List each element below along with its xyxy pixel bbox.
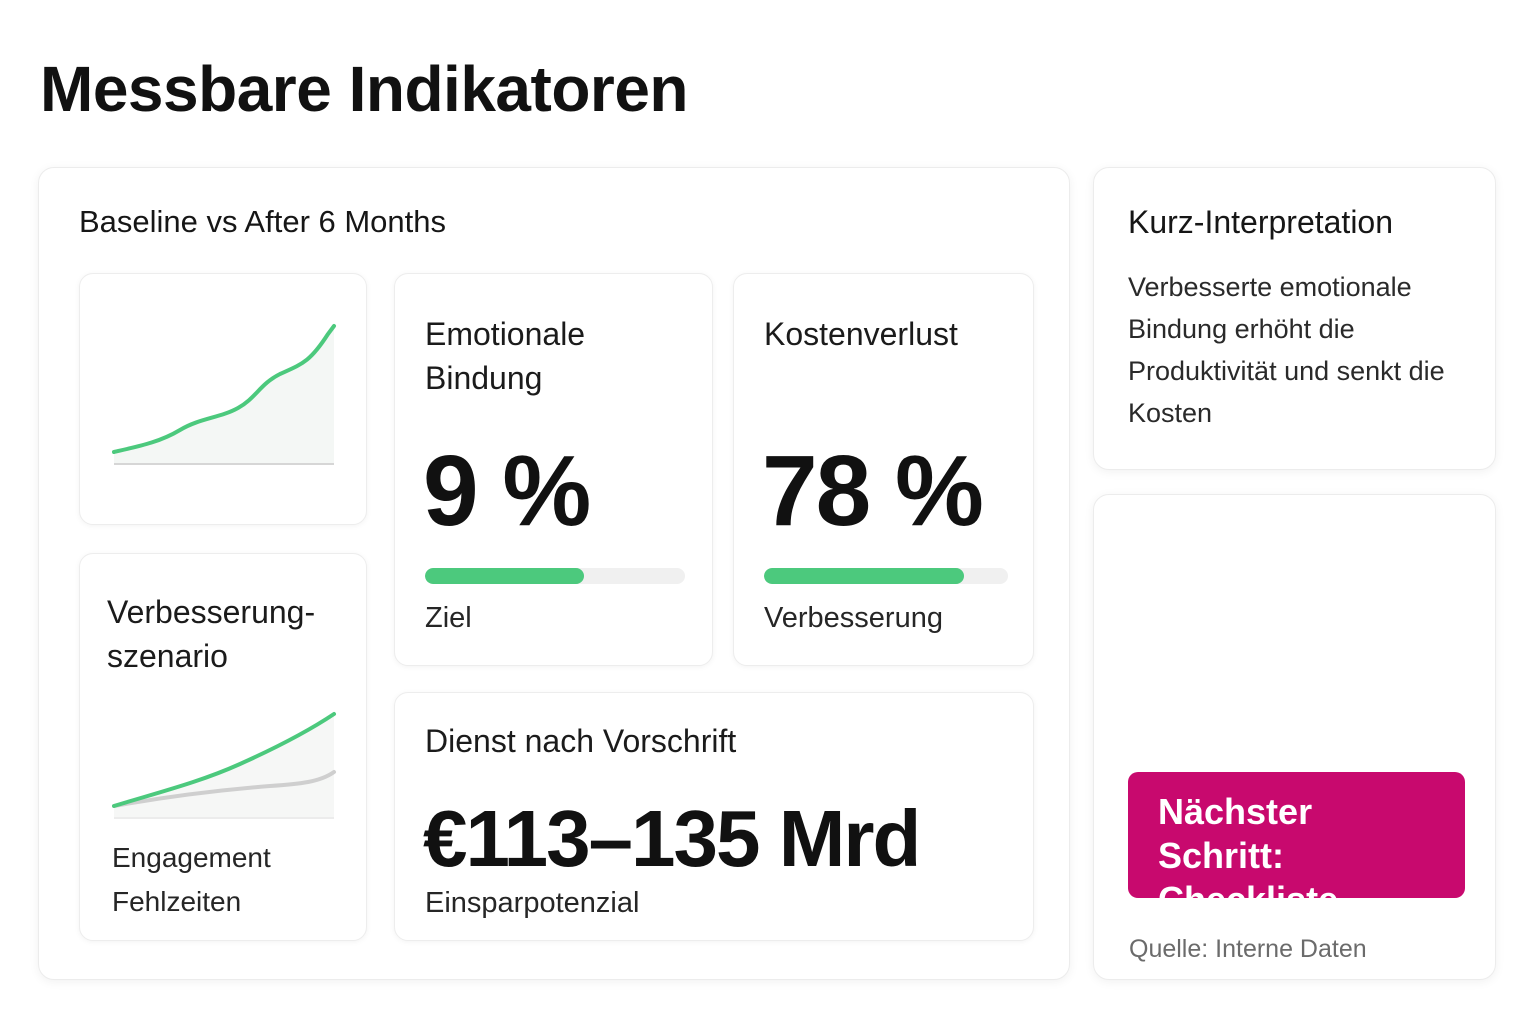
legend-engagement: Engagement [112,842,271,873]
kpi-value: 9 % [423,435,591,547]
source-note: Quelle: Interne Daten [1129,935,1367,963]
scenario-title: Verbesserung-szenario [107,594,316,674]
trend-area [114,326,334,464]
indicators-panel: Baseline vs After 6 Months Verbesserung-… [38,167,1070,980]
progress-bar [425,568,685,584]
kpi-card-kosten: Kostenverlust 78 % Verbesserung [733,273,1034,666]
progress-bar [764,568,1008,584]
page-title: Messbare Indikatoren [40,53,689,125]
kpi-caption: Ziel [425,602,472,634]
trend-sparkline [112,324,336,465]
progress-fill [764,568,965,584]
next-step-button[interactable]: Nächster Schritt: Checkliste [1128,772,1465,920]
trend-chart-card [79,273,367,525]
progress-fill [425,568,584,584]
scenario-card: Verbesserung-szenario Engagement Fehlzei… [79,553,367,941]
kpi-label: Kostenverlust [764,316,958,352]
trend-line [112,324,336,454]
kpi-caption: Verbesserung [764,602,943,634]
kpi-label: Dienst nach Vorschrift [425,723,737,759]
kpi-caption: Einsparpotenzial [425,887,640,919]
scenario-area [114,714,334,818]
interpretation-text: Verbesserte emotionale Bindung erhöht di… [1128,272,1445,428]
scenario-sparkline [112,712,336,819]
kpi-card-bindung: Emotionale Bindung 9 % Ziel [394,273,713,666]
panel-title: Baseline vs After 6 Months [79,204,447,239]
kpi-value: 78 % [762,435,984,547]
scenario-legend: Engagement Fehlzeiten [112,836,271,924]
engagement-line [112,712,336,808]
interpretation-title: Kurz-Interpretation [1128,204,1394,240]
kpi-card-dienst: Dienst nach Vorschrift €113–135 Mrd Eins… [394,692,1034,941]
legend-fehlzeiten: Fehlzeiten [112,886,242,917]
kpi-label: Emotionale Bindung [425,316,586,396]
interpretation-card: Kurz-Interpretation Verbesserte emotiona… [1093,167,1496,470]
next-step-card: Nächster Schritt: Checkliste Quelle: Int… [1093,494,1496,980]
fehlzeiten-line [112,770,336,808]
kpi-value: €113–135 Mrd [423,794,921,883]
